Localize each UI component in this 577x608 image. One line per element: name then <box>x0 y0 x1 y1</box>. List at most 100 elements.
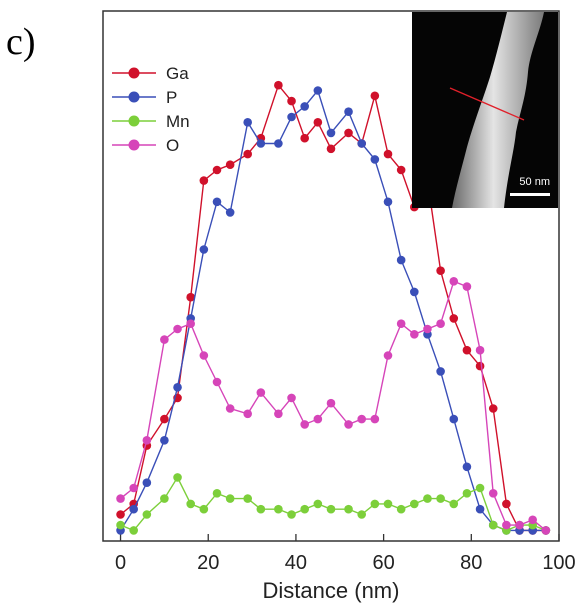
data-point-o-25 <box>462 282 472 291</box>
data-point-ga-9 <box>243 149 252 159</box>
data-point-o-12 <box>287 393 296 403</box>
data-point-o-7 <box>212 377 222 387</box>
data-point-ga-27 <box>488 404 498 413</box>
series-line-o <box>120 280 547 531</box>
data-point-o-28 <box>502 520 511 530</box>
data-point-p-9 <box>243 118 252 127</box>
data-point-ga-25 <box>462 345 472 355</box>
data-point-o-18 <box>370 414 380 424</box>
data-point-p-2 <box>142 478 152 488</box>
data-point-ga-8 <box>225 160 235 169</box>
data-point-ga-7 <box>212 165 222 175</box>
data-point-o-22 <box>423 324 432 334</box>
data-point-mn-12 <box>287 510 296 519</box>
data-point-mn-6 <box>199 504 209 514</box>
data-point-o-21 <box>410 330 419 339</box>
legend-marker-ga <box>128 67 140 79</box>
data-point-p-16 <box>344 107 353 116</box>
data-point-o-0 <box>116 494 125 503</box>
data-point-o-30 <box>528 515 537 525</box>
legend-label-ga: Ga <box>166 64 189 83</box>
legend-label-mn: Mn <box>166 112 190 131</box>
panel-label: c) <box>6 21 36 63</box>
x-tick-label-80: 80 <box>460 552 482 574</box>
data-point-p-6 <box>199 245 209 254</box>
line-scan-marker <box>449 87 525 121</box>
data-point-mn-20 <box>396 504 406 514</box>
data-point-mn-1 <box>129 526 138 535</box>
x-axis-tick-labels: 0 20 40 60 80 100 <box>115 552 576 574</box>
inset-micrograph: 50 nm <box>412 12 558 208</box>
legend-item-o: O <box>112 136 179 155</box>
data-point-o-17 <box>357 414 366 424</box>
data-point-o-13 <box>300 420 309 429</box>
data-point-mn-8 <box>225 494 235 503</box>
data-point-o-29 <box>515 520 524 530</box>
data-point-mn-5 <box>186 499 195 509</box>
data-point-p-7 <box>212 197 222 207</box>
data-point-o-1 <box>129 483 138 493</box>
data-point-o-27 <box>488 489 498 498</box>
data-point-ga-12 <box>287 96 296 106</box>
data-point-p-24 <box>449 414 459 424</box>
data-point-o-3 <box>160 335 169 344</box>
data-point-ga-13 <box>300 133 309 143</box>
data-point-o-19 <box>383 351 393 360</box>
legend-label-p: P <box>166 88 177 107</box>
data-point-mn-25 <box>462 489 472 498</box>
nanowire-image <box>449 12 544 208</box>
data-point-mn-7 <box>212 489 222 498</box>
legend-label-o: O <box>166 136 179 155</box>
data-point-mn-19 <box>383 499 393 509</box>
data-point-mn-24 <box>449 499 459 509</box>
data-point-o-31 <box>541 526 551 535</box>
data-point-mn-21 <box>410 499 419 509</box>
legend-marker-p <box>128 91 140 103</box>
data-point-p-17 <box>357 139 366 148</box>
x-tick-label-60: 60 <box>372 552 394 574</box>
data-point-o-10 <box>256 388 266 397</box>
data-point-ga-28 <box>502 499 511 509</box>
scale-bar <box>510 193 550 196</box>
data-point-p-14 <box>313 86 323 95</box>
series-o <box>116 277 551 535</box>
legend-marker-mn <box>128 115 140 127</box>
legend-item-mn: Mn <box>112 112 190 131</box>
data-point-ga-5 <box>186 292 195 302</box>
x-axis-label: Distance (nm) <box>263 578 400 603</box>
x-tick-label-20: 20 <box>197 552 219 574</box>
scale-bar-label: 50 nm <box>519 176 550 188</box>
data-point-p-20 <box>396 255 406 265</box>
data-point-mn-0 <box>116 520 125 530</box>
data-point-mn-15 <box>326 504 336 514</box>
data-point-ga-16 <box>344 128 353 138</box>
data-point-o-20 <box>396 319 406 329</box>
data-point-mn-14 <box>313 499 323 509</box>
data-point-p-23 <box>436 367 445 376</box>
data-point-o-23 <box>436 319 445 329</box>
data-point-ga-20 <box>396 165 406 175</box>
data-point-mn-27 <box>488 520 498 530</box>
data-point-ga-18 <box>370 91 380 101</box>
data-point-ga-23 <box>436 266 445 276</box>
data-point-p-19 <box>383 197 393 207</box>
series-line-p <box>119 89 546 532</box>
data-point-p-11 <box>274 139 283 148</box>
data-point-p-15 <box>326 128 336 138</box>
data-point-mn-22 <box>423 494 432 503</box>
data-point-ga-24 <box>449 314 459 323</box>
legend-item-ga: Ga <box>112 64 189 83</box>
data-point-p-12 <box>287 112 296 122</box>
plot-frame <box>102 10 560 542</box>
data-point-o-26 <box>475 345 485 355</box>
data-point-mn-26 <box>475 483 485 493</box>
data-point-mn-17 <box>357 510 366 519</box>
data-point-o-14 <box>313 414 323 424</box>
x-tick-label-40: 40 <box>285 552 307 574</box>
legend-marker-o <box>128 139 140 151</box>
x-tick-label-0: 0 <box>115 552 126 574</box>
data-point-ga-15 <box>326 144 336 154</box>
data-point-mn-3 <box>160 494 169 503</box>
data-point-mn-9 <box>243 494 252 503</box>
